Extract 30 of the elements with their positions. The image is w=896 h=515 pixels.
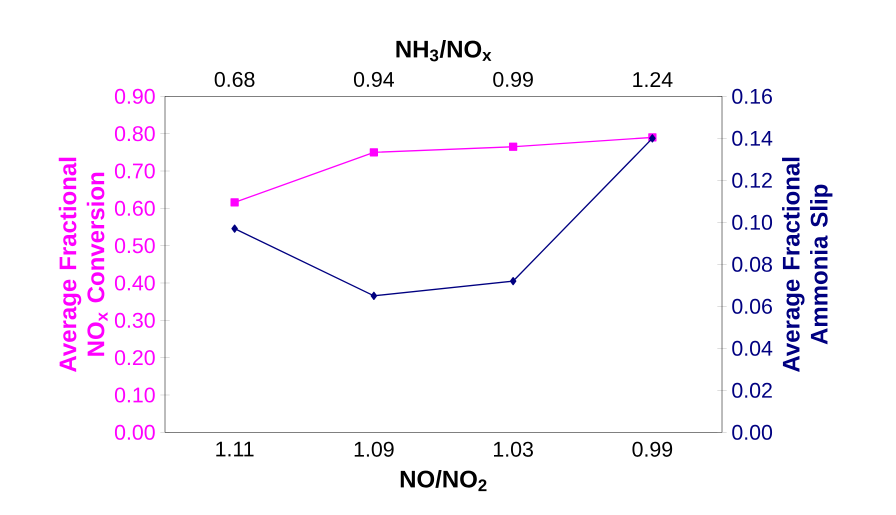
y2-tick-label: 0.12 <box>732 172 772 188</box>
y-tick-label: 0.70 <box>114 163 155 179</box>
text: 0.94 <box>354 72 394 87</box>
x-tick-label: 1.03 <box>494 442 533 457</box>
y2-tick-label: 0.06 <box>732 298 772 314</box>
y2-tick-label: 0.08 <box>732 256 772 272</box>
y2-tick-label: 0.04 <box>732 340 772 356</box>
y-tick-label: 0.00 <box>114 424 155 440</box>
text: 0.68 <box>214 72 254 87</box>
y-tick-label: 0.10 <box>114 387 155 403</box>
x-tick-label: 0.99 <box>632 442 672 457</box>
y2-tick-label: 0.14 <box>732 130 772 146</box>
y-tick-label: 0.60 <box>114 200 155 216</box>
x-axis-title: NO/NO$_{2}$ <box>400 470 486 492</box>
text: 0.99 <box>493 72 533 87</box>
y-tick-label: 0.40 <box>114 275 155 291</box>
y2-tick-label: 0.00 <box>732 424 772 440</box>
y2-tick-label: 0.10 <box>732 214 772 230</box>
y-tick-label: 0.80 <box>114 126 155 142</box>
x-tick-label: 1.11 <box>216 442 254 456</box>
y2-axis-title: Average Fractional Ammonia Slip <box>782 158 832 372</box>
y-tick-label: 0.90 <box>114 88 155 104</box>
y-tick-label: 0.30 <box>114 312 155 328</box>
x2-axis-title: NH$_{3}$/NO$_{x}$ <box>396 40 492 62</box>
y-tick-label: 0.50 <box>114 238 155 254</box>
y2-tick-label: 0.02 <box>732 382 772 398</box>
y-tick-label: 0.20 <box>114 350 155 366</box>
x-tick-label: 1.09 <box>354 442 394 457</box>
text: 1.24 <box>633 72 672 87</box>
y2-tick-label: 0.16 <box>732 88 772 104</box>
